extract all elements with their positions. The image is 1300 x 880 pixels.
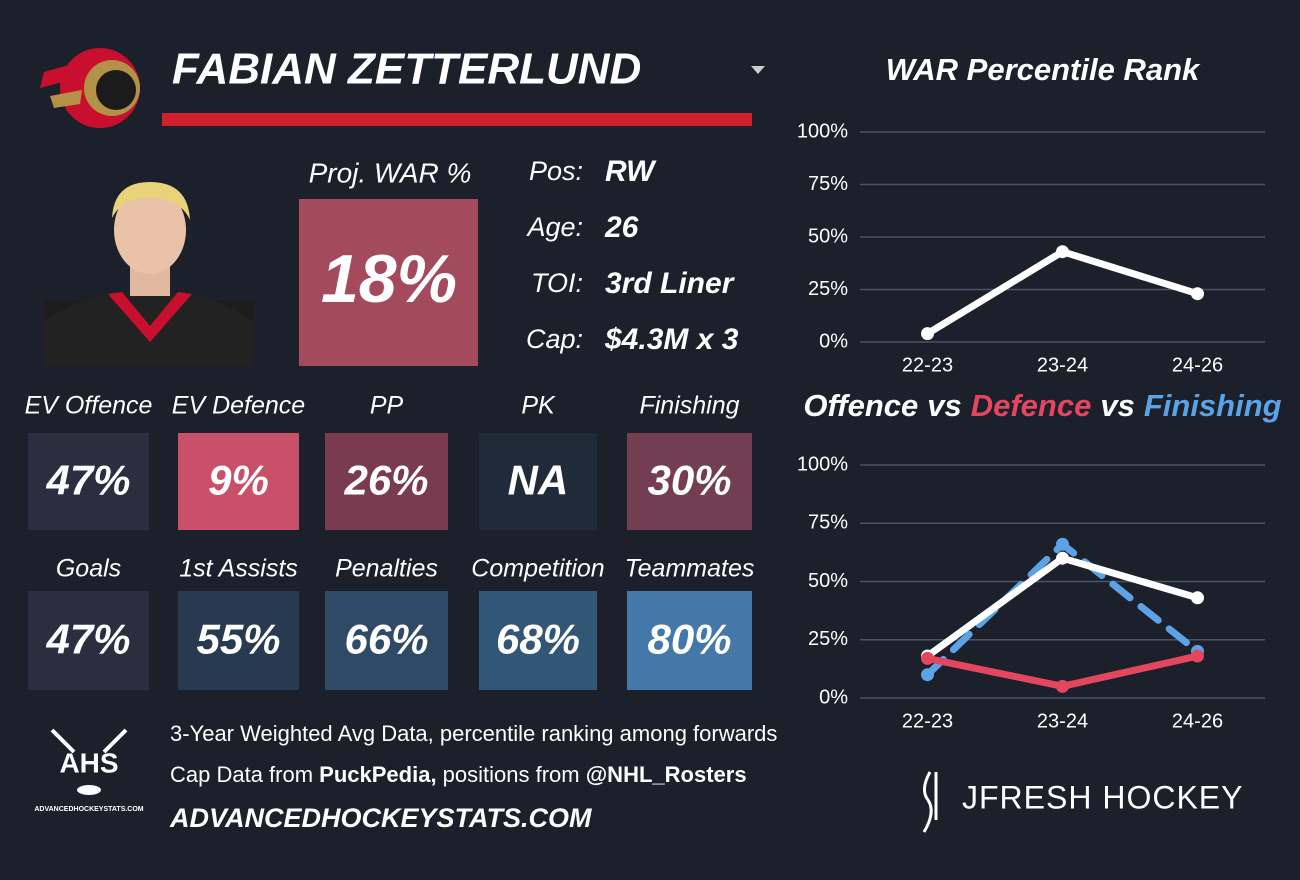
brand-logo: JFRESH HOCKEY: [922, 771, 1243, 833]
metric-box: [479, 591, 597, 690]
info-label: Age:: [525, 212, 583, 242]
footer-text: @NHL_Rosters: [586, 762, 747, 787]
metric-value: 26%: [343, 457, 428, 504]
y-tick-label: 100%: [797, 120, 848, 142]
name-underline: [162, 113, 752, 126]
metric-value: 68%: [496, 616, 580, 663]
chart-title-part: WAR Percentile Rank: [886, 52, 1201, 87]
metric-value: 66%: [344, 616, 428, 663]
x-tick-label: 24-26: [1172, 710, 1223, 732]
brand-name: JFRESH HOCKEY: [962, 779, 1243, 815]
metric-value: 47%: [45, 616, 130, 663]
metric-value: 9%: [208, 457, 269, 504]
chart-title-part: vs: [1100, 388, 1134, 423]
point: [1191, 287, 1204, 301]
x-tick-label: 22-23: [902, 710, 953, 732]
info-value: $4.3M x 3: [604, 323, 739, 356]
footer-line: 3-Year Weighted Avg Data, percentile ran…: [170, 721, 777, 746]
projection-box: [299, 199, 478, 366]
metric-box: [28, 591, 149, 690]
point: [1191, 649, 1204, 663]
website: ADVANCEDHOCKEYSTATS.COM: [169, 803, 592, 833]
footer-text: Cap Data from: [170, 762, 319, 787]
chart-title-part: Offence: [803, 388, 918, 423]
info-label: Cap:: [526, 324, 583, 354]
chart-title: Offence vs Defence vs Finishing: [803, 388, 1281, 423]
metric-value: 80%: [647, 616, 731, 663]
y-tick-label: 25%: [808, 628, 848, 650]
point: [1056, 245, 1069, 259]
y-tick-label: 100%: [797, 453, 848, 475]
point: [1056, 551, 1069, 565]
point: [1056, 537, 1069, 551]
ahs-logo-text: AHS: [59, 747, 118, 778]
chart-title-part: vs: [927, 388, 961, 423]
point: [921, 651, 934, 665]
footer-text: PuckPedia,: [319, 762, 436, 787]
metric-label: EV Defence: [172, 392, 305, 420]
projection-label: Proj. WAR %: [309, 157, 472, 188]
y-tick-label: 75%: [808, 173, 848, 195]
metric-value: NA: [508, 457, 569, 504]
point: [921, 668, 934, 682]
metric-label: PP: [370, 392, 404, 420]
metric-box: [627, 433, 752, 530]
projection-value: 18%: [321, 241, 457, 317]
chart-title-part: Finishing: [1144, 388, 1282, 423]
point: [921, 327, 934, 341]
info-value: 26: [604, 211, 639, 244]
metric-label: Finishing: [639, 392, 739, 420]
metric-box: [325, 591, 448, 690]
metric-label: Goals: [56, 555, 121, 583]
y-tick-label: 50%: [808, 570, 848, 592]
y-tick-label: 75%: [808, 512, 848, 534]
x-tick-label: 23-24: [1037, 710, 1088, 732]
metric-label: 1st Assists: [179, 555, 298, 583]
info-value: 3rd Liner: [605, 267, 736, 300]
metric-label: Teammates: [625, 555, 755, 583]
metric-value: 30%: [647, 457, 731, 504]
metric-box: [325, 433, 448, 530]
point: [1191, 591, 1204, 605]
footer-text: positions from: [437, 762, 586, 787]
metric-box: [479, 433, 597, 530]
metrics-grid: EV Offence 47% EV Defence 9% PP 26% PK NA Finish…: [25, 392, 755, 690]
player-photo: [44, 182, 254, 366]
metric-box: [627, 591, 752, 690]
info-value: RW: [605, 155, 657, 188]
x-tick-label: 23-24: [1037, 354, 1088, 376]
ahs-logo-url: ADVANCEDHOCKEYSTATS.COM: [34, 806, 143, 813]
dropdown[interactable]: [751, 66, 765, 74]
info-label: TOI:: [531, 268, 583, 298]
ahs-logo: AHS ADVANCEDHOCKEYSTATS.COM: [34, 728, 144, 813]
metric-value: 47%: [45, 457, 130, 504]
x-tick-label: 22-23: [902, 354, 953, 376]
metric-label: Penalties: [335, 555, 438, 583]
metric-box: [178, 591, 299, 690]
chart-title-part: Defence: [971, 388, 1092, 423]
metric-label: EV Offence: [25, 392, 153, 420]
chart-title: WAR Percentile Rank: [886, 52, 1201, 87]
metric-box: [28, 433, 149, 530]
player-name: FABIAN ZETTERLUND: [172, 45, 641, 94]
footer-notes: 3-Year Weighted Avg Data, percentile ran…: [170, 721, 777, 787]
metric-label: Competition: [471, 555, 604, 583]
y-tick-label: 25%: [808, 278, 848, 300]
metric-box: [178, 433, 299, 530]
info-label: Pos:: [529, 156, 583, 186]
metric-label: PK: [521, 392, 556, 420]
footer-text: 3-Year Weighted Avg Data, percentile ran…: [170, 721, 777, 746]
x-tick-label: 24-26: [1172, 354, 1223, 376]
point: [1056, 679, 1069, 693]
y-tick-label: 50%: [808, 225, 848, 247]
info-list: Pos: RW Age: 26 TOI: 3rd Liner Cap: $4.3M x 3: [525, 155, 738, 356]
team-logo: [40, 48, 140, 128]
y-tick-label: 0%: [819, 686, 848, 708]
y-tick-label: 0%: [819, 330, 848, 352]
footer-line: Cap Data from PuckPedia, positions from …: [170, 762, 747, 787]
metric-value: 55%: [196, 616, 280, 663]
charts: WAR Percentile Rank 0% 25% 50% 75% 100% 22-23 2…: [797, 52, 1282, 732]
